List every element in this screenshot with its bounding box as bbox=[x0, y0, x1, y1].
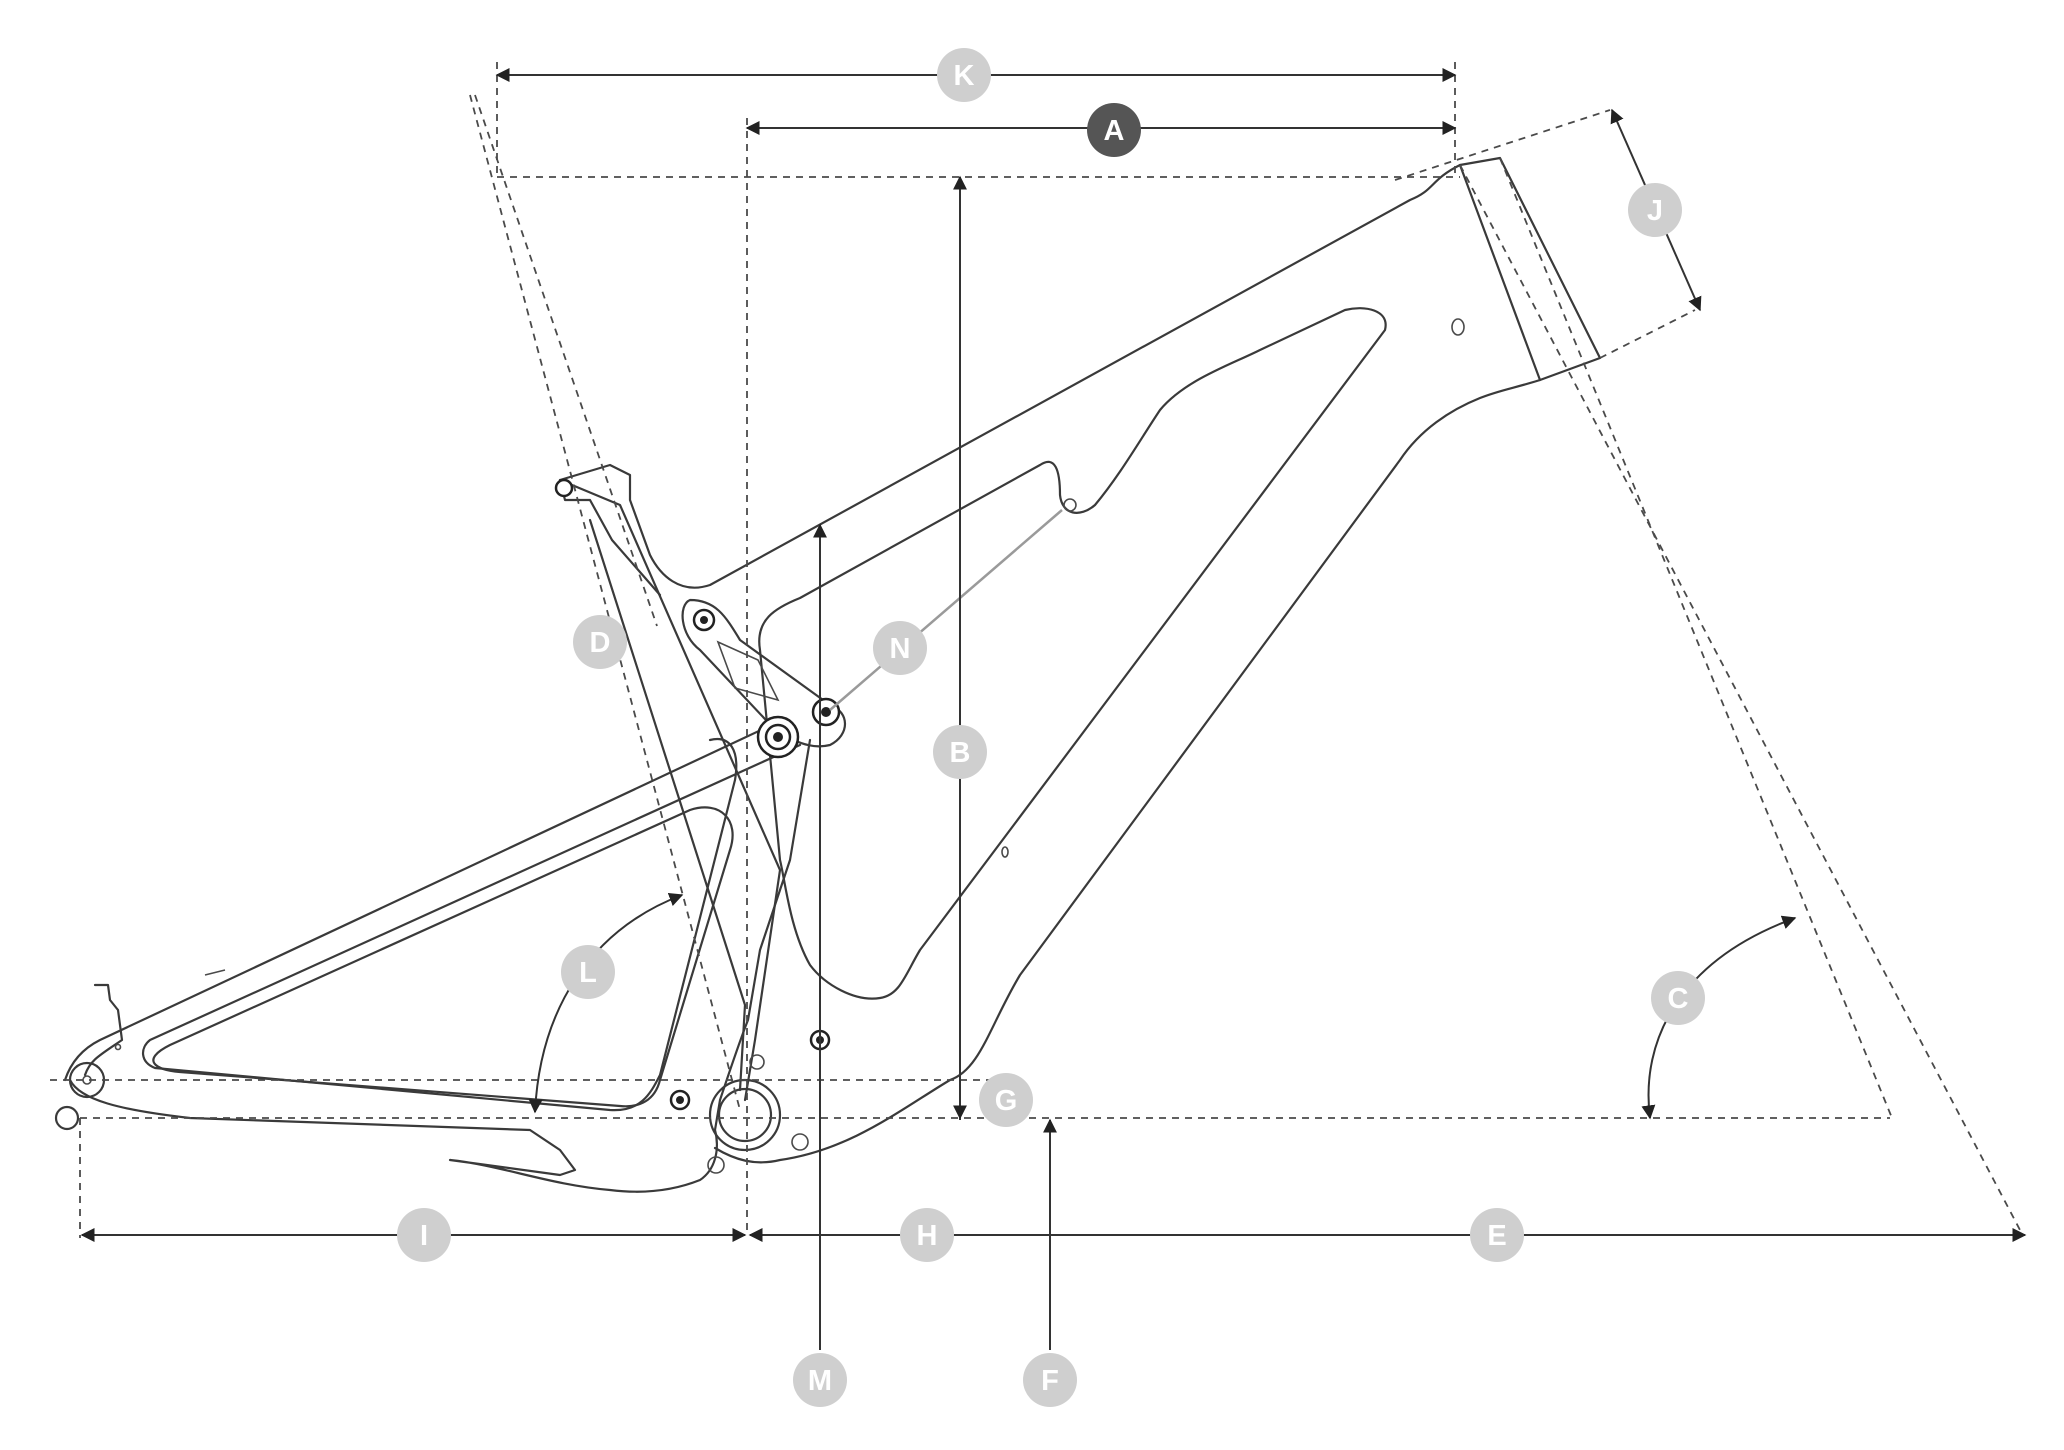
dropout bbox=[83, 983, 124, 1077]
badge-j: J bbox=[1628, 183, 1682, 237]
badge-c: C bbox=[1651, 971, 1705, 1025]
svg-text:N: N bbox=[890, 633, 911, 665]
svg-text:F: F bbox=[1041, 1365, 1059, 1397]
cable-port bbox=[1451, 318, 1465, 336]
seat-tube-axis bbox=[469, 94, 741, 1111]
front-triangle bbox=[558, 156, 1602, 1164]
head-tube-axis bbox=[1459, 164, 2021, 1231]
badge-d: D bbox=[573, 615, 627, 669]
svg-text:B: B bbox=[950, 737, 971, 769]
rear-window bbox=[152, 806, 734, 1108]
badge-b: B bbox=[933, 725, 987, 779]
svg-text:C: C bbox=[1668, 983, 1689, 1015]
derailleur-hanger bbox=[54, 1105, 80, 1131]
svg-text:A: A bbox=[1104, 115, 1125, 147]
badge-a: A bbox=[1087, 103, 1141, 157]
shock-mount-hole bbox=[1063, 498, 1077, 512]
bottle-mount bbox=[1001, 846, 1009, 858]
dimension-lines bbox=[80, 68, 2027, 1350]
chain-stay bbox=[68, 738, 812, 1193]
badge-n: N bbox=[873, 621, 927, 675]
bottom-bracket bbox=[669, 1029, 831, 1174]
top-tube bbox=[558, 163, 1462, 597]
shock-line bbox=[829, 509, 1063, 711]
svg-text:M: M bbox=[808, 1365, 832, 1397]
badge-m: M bbox=[793, 1353, 847, 1407]
svg-text:L: L bbox=[579, 957, 597, 989]
badge-i: I bbox=[397, 1208, 451, 1262]
svg-text:G: G bbox=[995, 1085, 1018, 1117]
down-tube-lower bbox=[713, 378, 1542, 1164]
seat-stay bbox=[63, 720, 802, 1112]
seat-tube-assembly bbox=[554, 478, 782, 1102]
badge-k: K bbox=[937, 48, 991, 102]
badge-l: L bbox=[561, 945, 615, 999]
seat-tube-inner bbox=[588, 518, 747, 1092]
svg-text:I: I bbox=[420, 1220, 428, 1252]
rear-triangle bbox=[54, 720, 812, 1193]
svg-text:H: H bbox=[917, 1220, 938, 1252]
badge-g: G bbox=[979, 1073, 1033, 1127]
front-window bbox=[758, 307, 1387, 1000]
svg-text:K: K bbox=[954, 60, 975, 92]
seat-clamp-bolt bbox=[554, 478, 574, 498]
badge-e: E bbox=[1470, 1208, 1524, 1262]
svg-text:E: E bbox=[1487, 1220, 1506, 1252]
reference-lines bbox=[50, 62, 2021, 1238]
svg-text:J: J bbox=[1647, 195, 1663, 227]
badge-h: H bbox=[900, 1208, 954, 1262]
seat-tube bbox=[558, 478, 782, 1102]
svg-text:D: D bbox=[590, 627, 611, 659]
badge-f: F bbox=[1023, 1353, 1077, 1407]
head-tube bbox=[1458, 156, 1602, 382]
